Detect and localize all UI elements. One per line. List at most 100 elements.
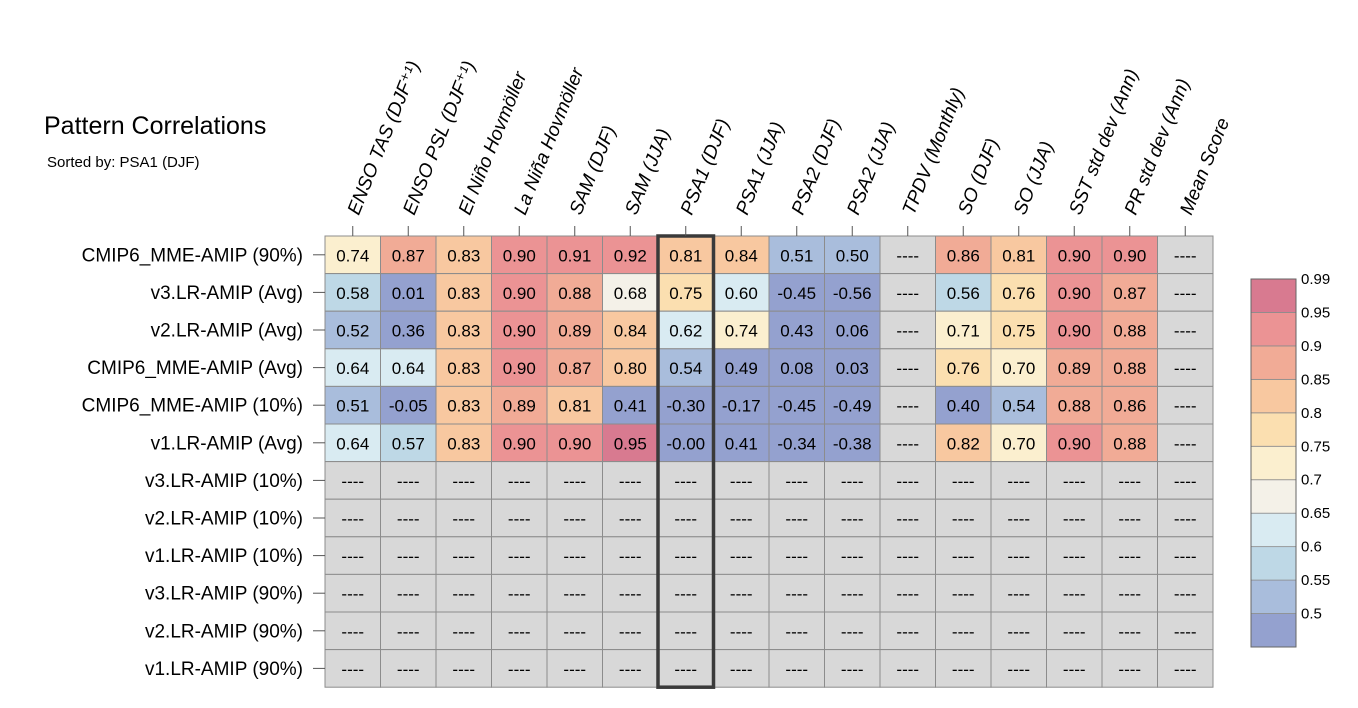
cell-value-label: 0.54 <box>1002 397 1035 416</box>
cell-value-label: 0.88 <box>1113 434 1146 453</box>
heatmap-cell <box>1046 423 1103 463</box>
cell-value-label: ---- <box>1118 660 1141 679</box>
heatmap-cell <box>990 461 1047 500</box>
row-labels: CMIP6_MME-AMIP (90%) v3.LR-AMIP (Avg) v2.L… <box>82 245 325 680</box>
cell-value-label: 0.90 <box>1058 284 1091 303</box>
heatmap-cell <box>768 461 825 500</box>
cell-value-label: ---- <box>841 660 864 679</box>
cell-value-label: ---- <box>563 660 586 679</box>
cell-value-label: -0.30 <box>666 397 705 416</box>
colorbar-label: 0.5 <box>1301 606 1322 623</box>
heatmap-cell <box>324 611 381 651</box>
heatmap-cell <box>1046 573 1103 613</box>
cell-value-label: ---- <box>341 622 364 641</box>
colorbar-label: 0.7 <box>1301 472 1322 489</box>
cell-value-label: ---- <box>1174 547 1197 566</box>
heatmap-cell <box>990 649 1047 688</box>
cell-value-label: ---- <box>896 434 919 453</box>
heatmap-cell <box>324 536 381 575</box>
heatmap-cell <box>491 385 548 425</box>
colorbar-swatch <box>1250 412 1297 447</box>
heatmap-cell <box>1157 536 1214 575</box>
cell-value-label: -0.05 <box>389 397 428 416</box>
heatmap-cell <box>879 273 936 312</box>
heatmap-cell <box>1157 310 1214 350</box>
row-label: v3.LR-AMIP (Avg) <box>151 283 303 304</box>
cell-value-label: ---- <box>841 585 864 604</box>
cell-value-label: 0.88 <box>1113 322 1146 341</box>
cell-value-label: ---- <box>452 585 475 604</box>
cell-value-label: ---- <box>1007 472 1030 491</box>
heatmap-cell <box>1046 461 1103 500</box>
cell-value-label: 0.60 <box>725 284 758 303</box>
cell-value-label: ---- <box>896 322 919 341</box>
heatmap-cell <box>713 385 770 425</box>
cell-value-label: 0.50 <box>836 246 869 265</box>
cell-value-label: 0.84 <box>614 322 647 341</box>
cell-value-label: 0.87 <box>392 246 425 265</box>
cell-value-label: ---- <box>674 585 697 604</box>
column-label: PSA1 (DJF) <box>677 116 734 218</box>
cell-value-label: ---- <box>563 547 586 566</box>
colorbar-swatch <box>1250 479 1297 514</box>
cell-value-label: ---- <box>896 246 919 265</box>
cell-value-label: ---- <box>1063 472 1086 491</box>
colorbar-label: 0.6 <box>1301 539 1322 556</box>
column-label: SO (DJF) <box>954 136 1004 218</box>
cell-value-label: ---- <box>1118 585 1141 604</box>
cell-value-label: 0.81 <box>1002 246 1035 265</box>
cell-value-label: 0.87 <box>558 359 591 378</box>
row-label: v3.LR-AMIP (10%) <box>145 471 303 492</box>
heatmap-cell <box>1101 310 1158 350</box>
heatmap-cell <box>1101 611 1158 651</box>
cell-value-label: ---- <box>1174 246 1197 265</box>
heatmap-cell <box>435 461 492 500</box>
colorbar-label: 0.8 <box>1301 405 1322 422</box>
cell-value-label: ---- <box>1174 322 1197 341</box>
cell-value-label: 0.76 <box>1002 284 1035 303</box>
heatmap-cell <box>435 273 492 312</box>
heatmap-cell <box>324 310 381 350</box>
cell-value-label: ---- <box>619 622 642 641</box>
colorbar-swatch <box>1250 445 1297 481</box>
cell-value-label: ---- <box>563 622 586 641</box>
cell-value-label: ---- <box>1174 585 1197 604</box>
heatmap-cell <box>380 611 437 651</box>
cell-value-label: 0.83 <box>447 322 480 341</box>
cell-value-label: 0.75 <box>1002 322 1035 341</box>
heatmap-cell <box>380 461 437 500</box>
heatmap-cell <box>713 573 770 613</box>
row-label: v2.LR-AMIP (10%) <box>145 509 303 530</box>
cell-value-label: ---- <box>730 547 753 566</box>
heatmap-cell <box>1046 348 1103 387</box>
row-label: CMIP6_MME-AMIP (10%) <box>82 396 303 417</box>
cell-value-label: 0.76 <box>947 359 980 378</box>
heatmap-cell <box>935 273 992 312</box>
cell-value-label: ---- <box>952 510 975 529</box>
cell-value-label: ---- <box>1174 284 1197 303</box>
heatmap-cell <box>324 461 381 500</box>
heatmap-cell <box>879 461 936 500</box>
heatmap-cell <box>491 461 548 500</box>
cell-value-label: ---- <box>674 660 697 679</box>
cell-value-label: 0.90 <box>503 434 536 453</box>
cell-value-label: ---- <box>841 472 864 491</box>
heatmap-cell <box>1046 611 1103 651</box>
heatmap-cell <box>491 348 548 387</box>
cell-value-label: 0.88 <box>1058 397 1091 416</box>
cell-value-label: ---- <box>1007 585 1030 604</box>
cell-value-label: 0.83 <box>447 246 480 265</box>
cell-value-label: ---- <box>896 585 919 604</box>
heatmap-cell <box>435 573 492 613</box>
heatmap-cell <box>1046 498 1103 538</box>
heatmap-cell <box>824 611 881 651</box>
cell-value-label: ---- <box>452 660 475 679</box>
cell-value-label: 0.83 <box>447 359 480 378</box>
heatmap-cell <box>1157 273 1214 312</box>
cell-value-label: 0.87 <box>1113 284 1146 303</box>
colorbar-label: 0.95 <box>1301 304 1330 321</box>
cell-value-label: 0.70 <box>1002 434 1035 453</box>
cell-value-label: 0.90 <box>503 246 536 265</box>
heatmap-cell <box>935 498 992 538</box>
cell-value-label: ---- <box>1063 660 1086 679</box>
